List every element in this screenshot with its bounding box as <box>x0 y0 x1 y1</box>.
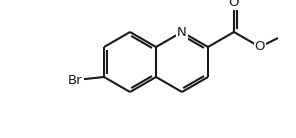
Text: O: O <box>229 0 239 9</box>
Text: O: O <box>255 40 265 54</box>
Text: N: N <box>177 26 187 39</box>
Text: Br: Br <box>68 74 83 87</box>
